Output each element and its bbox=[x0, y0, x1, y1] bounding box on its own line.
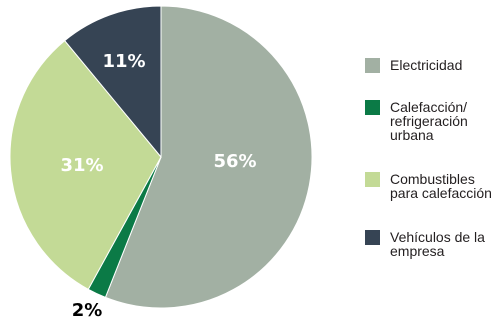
legend-swatch-vehiculos bbox=[365, 230, 380, 245]
legend-item-combustibles: Combustibles para calefacción bbox=[365, 172, 492, 200]
legend-swatch-calefaccion bbox=[365, 100, 380, 115]
legend-label-calefaccion: Calefacción/ refrigeración urbana bbox=[390, 99, 468, 143]
legend-label-electricidad: Electricidad bbox=[390, 57, 463, 73]
legend-item-vehiculos: Vehículos de la empresa bbox=[365, 230, 485, 258]
legend-label-vehiculos: Vehículos de la empresa bbox=[390, 229, 485, 259]
legend-swatch-combustibles bbox=[365, 172, 380, 187]
legend: Electricidad Calefacción/ refrigeración … bbox=[365, 0, 504, 324]
legend-item-calefaccion: Calefacción/ refrigeración urbana bbox=[365, 100, 468, 142]
pie-slice bbox=[104, 5, 313, 309]
slice-value-label: 11% bbox=[102, 51, 145, 72]
slice-value-label: 31% bbox=[60, 155, 103, 176]
legend-label-combustibles: Combustibles para calefacción bbox=[390, 171, 492, 201]
legend-item-electricidad: Electricidad bbox=[365, 58, 462, 73]
pie-slice bbox=[64, 5, 162, 159]
pie-slice bbox=[9, 39, 162, 291]
legend-swatch-electricidad bbox=[365, 58, 380, 73]
slice-value-label: 56% bbox=[213, 151, 256, 172]
slice-value-label: 2% bbox=[72, 300, 103, 321]
